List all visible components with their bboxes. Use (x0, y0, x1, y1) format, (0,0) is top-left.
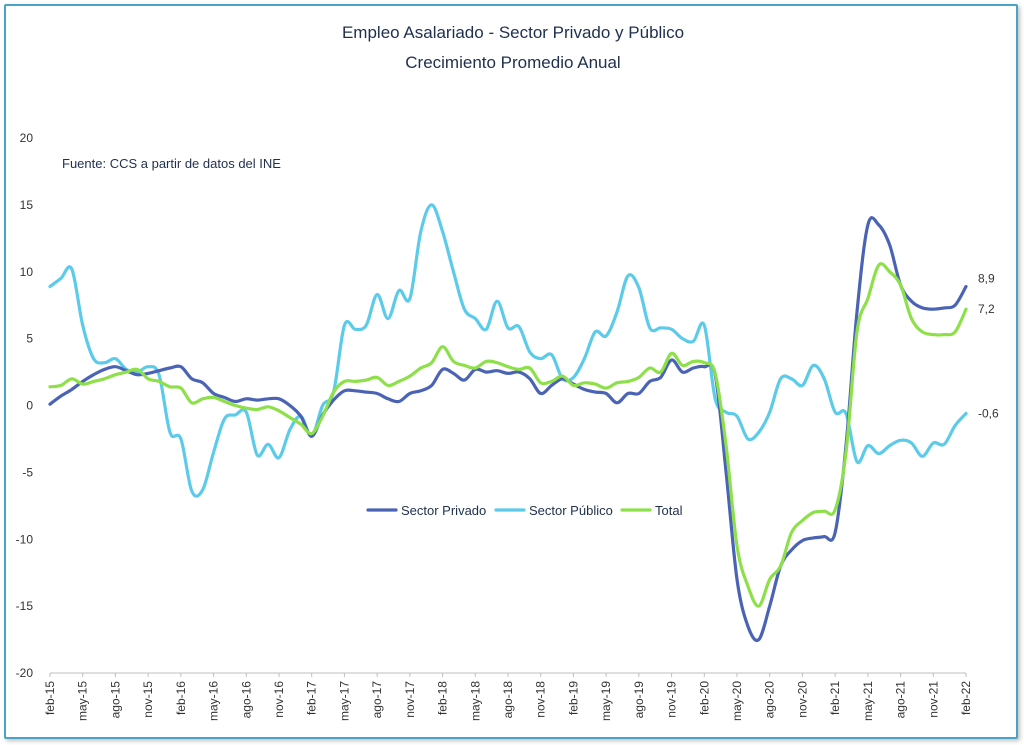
x-tick-label: may-18 (468, 681, 482, 721)
legend-label: Sector Público (529, 503, 613, 518)
legend-label: Total (655, 503, 683, 518)
end-value-label: 7,2 (978, 302, 995, 316)
x-tick-label: ago-15 (108, 681, 122, 719)
x-tick-label: feb-16 (174, 681, 188, 715)
x-tick-label: nov-18 (534, 681, 548, 718)
x-tick-label: feb-22 (959, 681, 973, 715)
x-tick-label: feb-20 (697, 681, 711, 715)
x-tick-label: nov-20 (795, 681, 809, 718)
x-tick-label: feb-15 (43, 681, 57, 715)
x-tick-label: nov-21 (926, 681, 940, 718)
series-line-total (48, 262, 968, 608)
x-tick-label: ago-19 (632, 681, 646, 719)
series-line-sector-privado (48, 216, 968, 642)
y-tick-label: 20 (20, 131, 34, 145)
source-note: Fuente: CCS a partir de datos del INE (62, 156, 281, 171)
x-tick-label: may-21 (861, 681, 875, 721)
y-tick-label: 0 (26, 399, 33, 413)
x-tick-label: feb-21 (828, 681, 842, 715)
x-tick-label: may-20 (730, 681, 744, 721)
x-tick-label: ago-20 (763, 681, 777, 719)
x-tick-label: feb-19 (566, 681, 580, 715)
x-tick-label: may-15 (76, 681, 90, 721)
y-axis: -20 -15 -10 -5 0 5 10 15 20 (16, 131, 34, 680)
legend-label: Sector Privado (401, 503, 486, 518)
x-tick-label: feb-17 (305, 681, 319, 715)
x-tick-label: ago-16 (239, 681, 253, 719)
x-tick-label: ago-18 (501, 681, 515, 719)
x-tick-label: nov-19 (665, 681, 679, 718)
end-value-label: 8,9 (978, 271, 995, 285)
x-tick-label: ago-21 (894, 681, 908, 719)
x-axis: feb-15 may-15 ago-15 nov-15 feb-16 may-16 ago-… (43, 672, 973, 721)
y-tick-label: 5 (26, 332, 33, 346)
legend: Sector Privado Sector Público Total (366, 503, 683, 518)
y-tick-label: -15 (16, 599, 34, 613)
y-tick-label: -20 (16, 666, 34, 680)
x-tick-label: may-17 (337, 681, 351, 721)
series-line-sector-publico (48, 203, 968, 498)
chart-subtitle: Crecimiento Promedio Anual (405, 53, 620, 72)
y-tick-label: 10 (20, 265, 34, 279)
y-tick-label: 15 (20, 198, 34, 212)
end-labels: 8,9 -0,6 7,2 (978, 271, 999, 420)
x-tick-label: may-16 (207, 681, 221, 721)
x-tick-label: feb-18 (436, 681, 450, 715)
y-tick-label: -10 (16, 532, 34, 546)
series-layer (48, 203, 968, 642)
chart-title: Empleo Asalariado - Sector Privado y Púb… (342, 23, 684, 42)
x-tick-label: ago-17 (370, 681, 384, 719)
end-value-label: -0,6 (978, 407, 999, 421)
x-tick-label: may-19 (599, 681, 613, 721)
y-tick-label: -5 (22, 465, 33, 479)
x-tick-label: nov-16 (272, 681, 286, 718)
x-tick-label: nov-17 (403, 681, 417, 718)
x-tick-label: nov-15 (141, 681, 155, 718)
